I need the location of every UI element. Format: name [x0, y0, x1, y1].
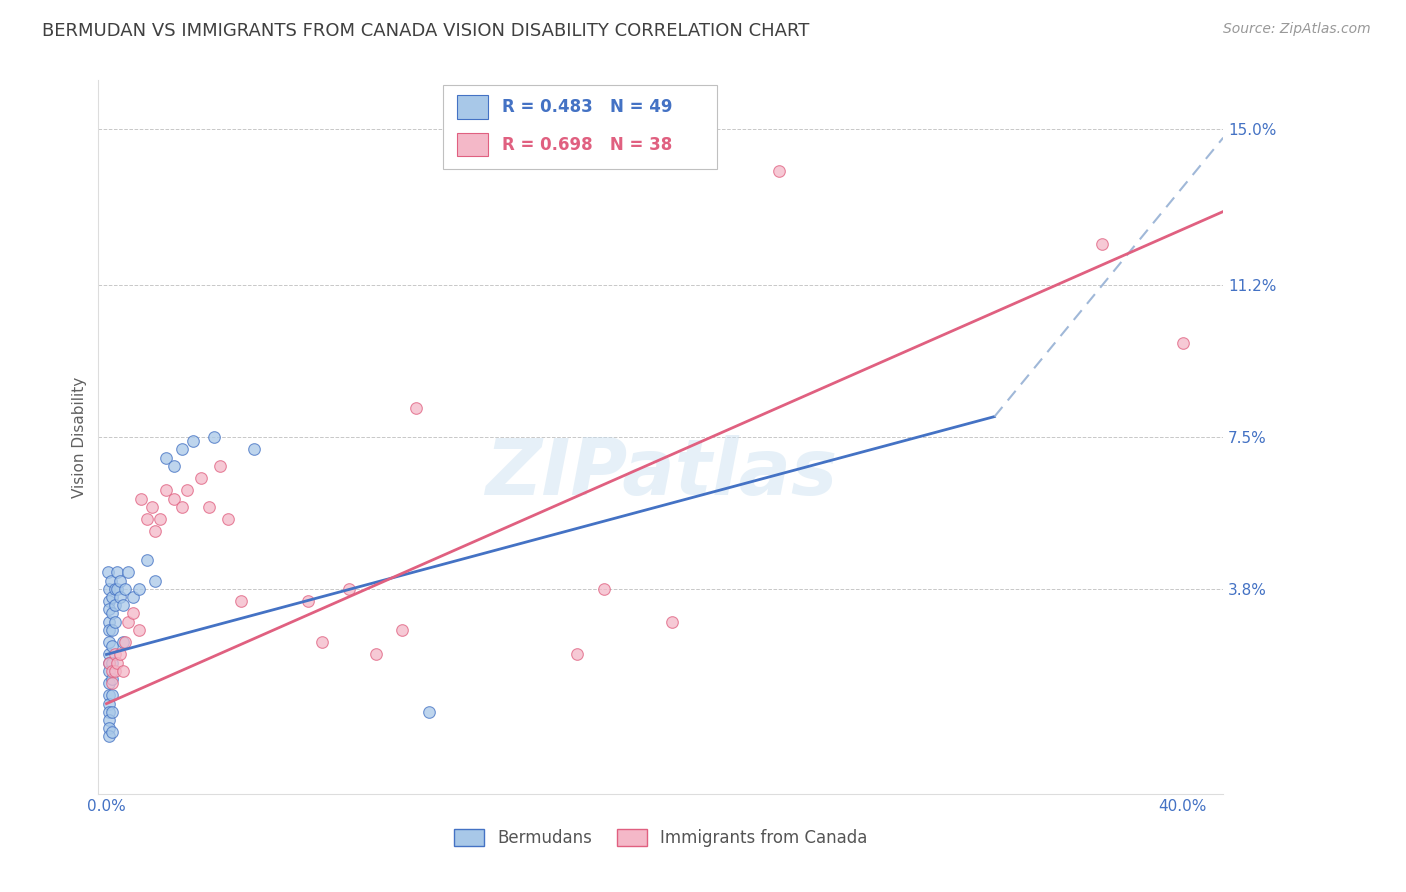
Point — [202, 430, 225, 444]
Point — [208, 458, 231, 473]
Point — [98, 730, 121, 744]
Point — [391, 623, 413, 637]
Point — [170, 442, 193, 457]
Point — [98, 705, 121, 719]
Point — [100, 574, 122, 588]
Point — [98, 713, 121, 727]
Point — [111, 664, 134, 678]
Text: Source: ZipAtlas.com: Source: ZipAtlas.com — [1223, 22, 1371, 37]
Point — [768, 163, 790, 178]
Point — [135, 553, 157, 567]
Point — [1171, 335, 1194, 350]
Point — [98, 689, 121, 703]
Point — [311, 635, 333, 649]
Point — [97, 566, 120, 580]
Point — [170, 500, 193, 514]
Point — [98, 656, 121, 670]
Point — [105, 656, 128, 670]
Point — [135, 512, 157, 526]
Point — [128, 623, 150, 637]
Point — [101, 705, 124, 719]
Point — [108, 574, 131, 588]
Point — [163, 458, 186, 473]
Point — [98, 697, 121, 711]
Legend: Bermudans, Immigrants from Canada: Bermudans, Immigrants from Canada — [447, 822, 875, 854]
Point — [98, 648, 121, 662]
Point — [405, 401, 427, 416]
Point — [105, 582, 128, 596]
Point — [111, 599, 134, 613]
Point — [128, 582, 150, 596]
Point — [297, 594, 319, 608]
Point — [105, 566, 128, 580]
Point — [101, 672, 124, 686]
Point — [103, 615, 125, 629]
Point — [337, 582, 360, 596]
Point — [143, 574, 166, 588]
Y-axis label: Vision Disability: Vision Disability — [72, 376, 87, 498]
Point — [155, 483, 177, 498]
Point — [98, 615, 121, 629]
Point — [141, 500, 163, 514]
Point — [98, 676, 121, 690]
Point — [98, 623, 121, 637]
Point — [111, 635, 134, 649]
Point — [593, 582, 616, 596]
Point — [155, 450, 177, 465]
Point — [101, 689, 124, 703]
Point — [98, 602, 121, 616]
Point — [98, 594, 121, 608]
Point — [418, 705, 440, 719]
Point — [114, 635, 136, 649]
Point — [149, 512, 172, 526]
Point — [229, 594, 252, 608]
Point — [98, 582, 121, 596]
Point — [117, 615, 139, 629]
Point — [101, 656, 124, 670]
Point — [243, 442, 266, 457]
Point — [122, 607, 145, 621]
Point — [1091, 237, 1114, 252]
Point — [101, 607, 124, 621]
Point — [364, 648, 387, 662]
Point — [197, 500, 219, 514]
Point — [103, 648, 125, 662]
Point — [103, 599, 125, 613]
Point — [122, 590, 145, 604]
Point — [117, 566, 139, 580]
Text: ZIPatlas: ZIPatlas — [485, 434, 837, 511]
Point — [103, 664, 125, 678]
Point — [176, 483, 198, 498]
Point — [108, 590, 131, 604]
Point — [98, 656, 121, 670]
Point — [98, 664, 121, 678]
Point — [98, 721, 121, 735]
Point — [661, 615, 683, 629]
Point — [101, 623, 124, 637]
Text: BERMUDAN VS IMMIGRANTS FROM CANADA VISION DISABILITY CORRELATION CHART: BERMUDAN VS IMMIGRANTS FROM CANADA VISIO… — [42, 22, 810, 40]
Point — [567, 648, 589, 662]
Point — [217, 512, 239, 526]
Text: R = 0.698   N = 38: R = 0.698 N = 38 — [502, 136, 672, 153]
Point — [101, 676, 124, 690]
Point — [108, 648, 131, 662]
Point — [103, 582, 125, 596]
Text: R = 0.483   N = 49: R = 0.483 N = 49 — [502, 98, 672, 116]
Point — [114, 582, 136, 596]
Point — [101, 590, 124, 604]
Point — [131, 491, 153, 506]
Point — [101, 664, 124, 678]
Point — [101, 725, 124, 739]
Point — [190, 471, 212, 485]
Point — [181, 434, 204, 449]
Point — [101, 639, 124, 653]
Point — [98, 635, 121, 649]
Point — [143, 524, 166, 539]
Point — [163, 491, 186, 506]
